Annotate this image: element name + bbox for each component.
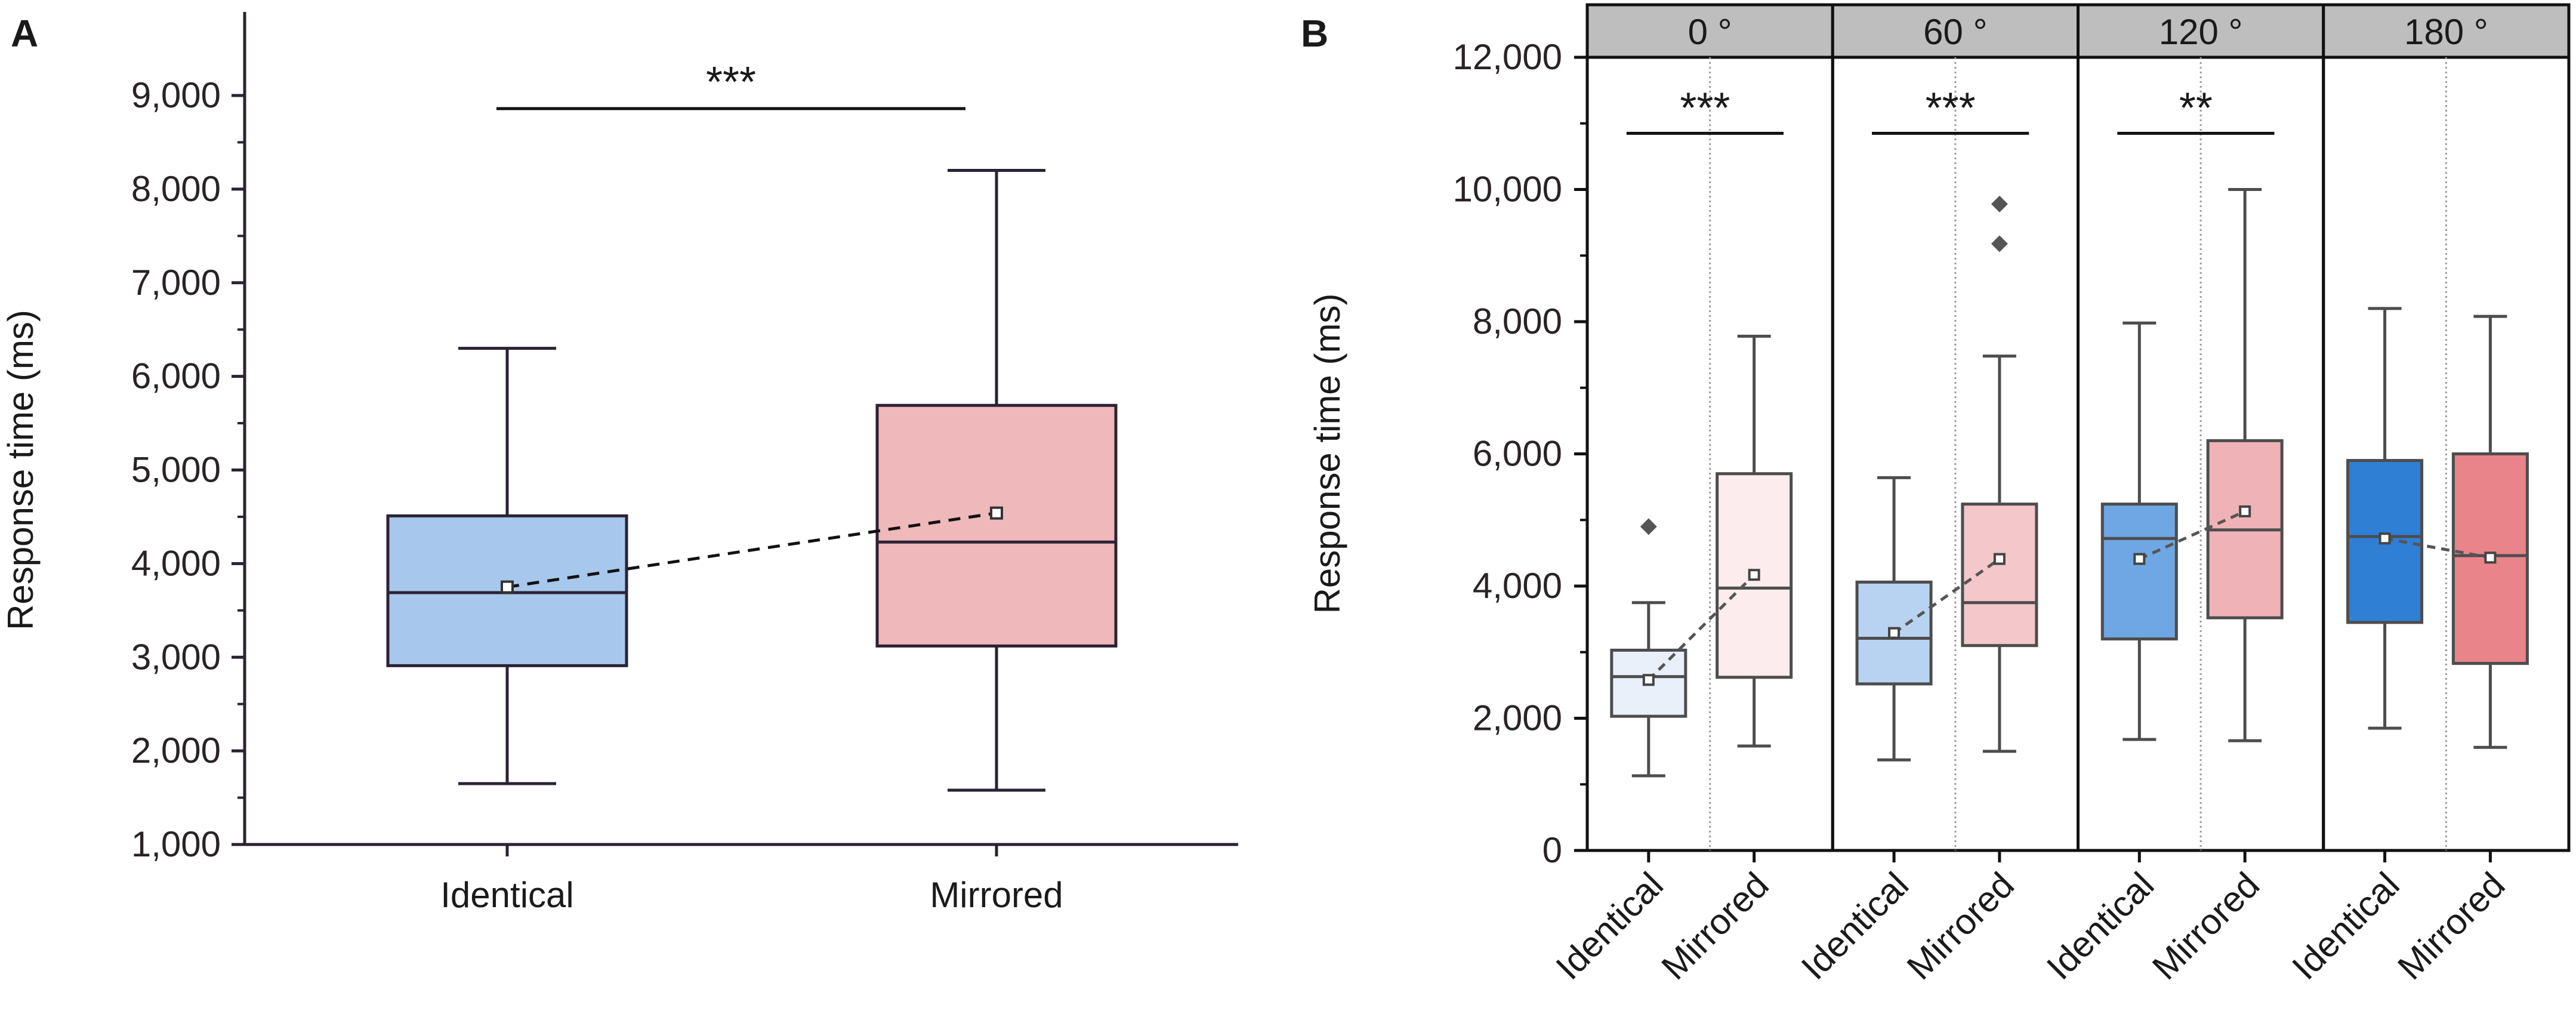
- mean-marker: [501, 580, 514, 594]
- x-tick-label: Mirrored: [1654, 865, 1776, 987]
- mean-connector-line: [1893, 557, 2001, 634]
- mean-marker: [1993, 553, 2006, 565]
- y-tick-label: 2,000: [1473, 698, 1562, 738]
- x-tick-label: Mirrored: [2145, 865, 2267, 987]
- panel-letter-a: A: [11, 12, 38, 55]
- mean-marker: [2484, 551, 2497, 564]
- y-tick-label: 2,000: [131, 730, 221, 770]
- facet-strip: [1831, 3, 2080, 59]
- significance-label: **: [2179, 84, 2213, 132]
- mean-marker: [2378, 532, 2391, 545]
- significance-label: ***: [1926, 84, 1976, 132]
- mean-marker: [1642, 674, 1655, 686]
- x-tick-label: Mirrored: [1899, 865, 2022, 987]
- x-tick-label: Identical: [1548, 865, 1671, 987]
- y-tick-label: 1,000: [131, 824, 221, 864]
- mean-connector-line: [2139, 510, 2246, 560]
- panel-b-faceted-boxplot: 0 2,000 4,000 6,000 8,000 10,000 12,000 Respons…: [1307, 3, 2571, 987]
- y-tick-label: 8,000: [131, 169, 221, 209]
- facet-strip: [2077, 3, 2325, 59]
- y-tick-label: 0: [1542, 830, 1562, 870]
- y-tick-label: 6,000: [1473, 434, 1562, 474]
- y-tick-label: 7,000: [131, 263, 221, 303]
- significance-label: ***: [706, 58, 756, 106]
- facet-strip-label: 120 °: [2159, 12, 2243, 52]
- mean-connector-line: [2384, 537, 2491, 559]
- y-tick-label: 9,000: [131, 75, 221, 115]
- facet-strip-label: 60 °: [1923, 12, 1987, 52]
- y-tick-label: 10,000: [1452, 169, 1562, 209]
- x-tick-label: Identical: [440, 875, 573, 915]
- y-tick-label: 4,000: [131, 543, 221, 583]
- mean-connector-line: [1648, 574, 1756, 682]
- outlier-marker: [1640, 518, 1657, 535]
- box-identical: [2100, 503, 2178, 641]
- significance-label: ***: [1680, 84, 1730, 132]
- mean-marker: [1748, 569, 1760, 581]
- y-axis-title: Response time (ms): [1307, 294, 1347, 614]
- x-tick-label: Identical: [2039, 865, 2161, 987]
- y-tick-label: 12,000: [1452, 37, 1562, 77]
- y-tick-label: 6,000: [131, 356, 221, 396]
- outlier-marker: [1991, 235, 2008, 252]
- y-axis-title: Response time (ms): [1, 310, 41, 630]
- box-mirrored: [1961, 503, 2038, 648]
- outlier-marker: [1991, 195, 2008, 212]
- panel-a-boxplot: 1,000 2,000 3,000 4,000 5,000 6,000 7,000 8,000…: [1, 12, 1238, 915]
- facet-strip: [2322, 3, 2571, 59]
- y-tick-label: 3,000: [131, 637, 221, 677]
- x-tick-label: Mirrored: [2390, 865, 2512, 987]
- panel-letter-b: B: [1301, 12, 1328, 55]
- x-tick-label: Identical: [1794, 865, 1916, 987]
- facet-strip-label: 0 °: [1688, 12, 1732, 52]
- y-tick-label: 8,000: [1473, 301, 1562, 341]
- mean-connector-line: [507, 511, 997, 589]
- facet-strip-label: 180 °: [2404, 12, 2488, 52]
- mean-marker: [2239, 505, 2251, 517]
- x-tick-label: Identical: [2284, 865, 2407, 987]
- y-tick-label: 5,000: [131, 450, 221, 490]
- mean-marker: [2133, 553, 2146, 565]
- mean-marker: [990, 506, 1003, 520]
- x-tick-label: Mirrored: [930, 875, 1063, 915]
- mean-marker: [1888, 627, 1901, 639]
- y-tick-label: 4,000: [1473, 566, 1562, 606]
